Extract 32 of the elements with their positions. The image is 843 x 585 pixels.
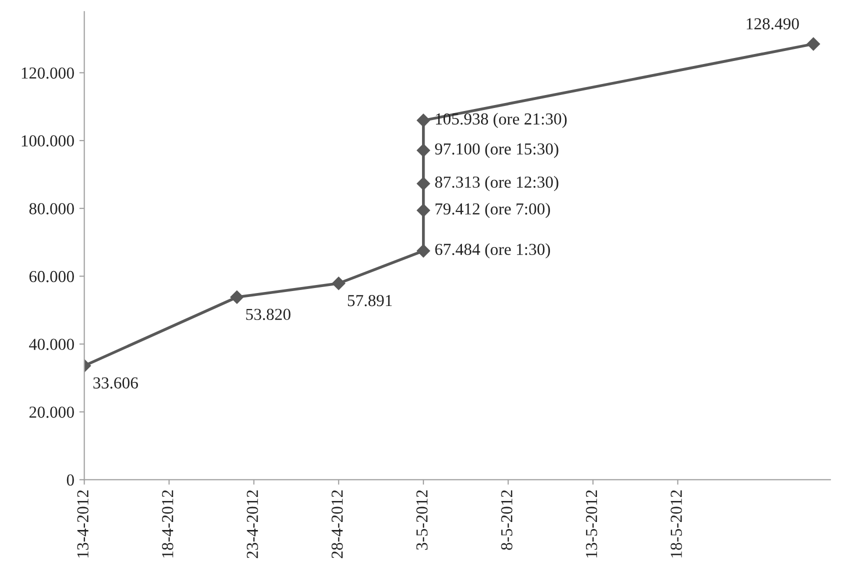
x-tick-label: 13-5-2012 <box>586 490 598 558</box>
data-label: 33.606 <box>93 377 138 389</box>
x-tick-label: 28-4-2012 <box>332 490 343 558</box>
data-label: 97.100 (ore 15:30) <box>435 142 558 158</box>
data-label: 87.313 (ore 12:30) <box>435 176 558 192</box>
data-label: 67.484 (ore 1:30) <box>435 243 550 258</box>
x-tick-label: 8-5-2012 <box>501 490 512 550</box>
point <box>332 276 346 290</box>
point <box>416 144 430 157</box>
point <box>416 114 430 128</box>
point <box>230 290 244 304</box>
y-tick-label: 20.000 <box>29 406 74 418</box>
y-tick-label: 0 <box>66 474 74 486</box>
y-tick-label: 120.000 <box>22 67 74 79</box>
y-tick-label: 80.000 <box>29 203 74 214</box>
y-tick-label: 40.000 <box>29 338 74 350</box>
data-label: 128.490 <box>746 18 799 30</box>
x-tick-label: 18-5-2012 <box>670 490 682 558</box>
x-tick-label: 23-4-2012 <box>246 490 258 558</box>
y-tick-label: 60.000 <box>29 270 74 282</box>
data-label: 57.891 <box>348 294 392 306</box>
data-label: 79.412 (ore 7:00) <box>436 202 550 218</box>
x-tick-label: 18-4-2012 <box>162 490 174 558</box>
point <box>416 244 430 258</box>
data-label: 105.938 (ore 21:30) <box>436 112 567 128</box>
point <box>806 37 820 51</box>
data-label: 53.820 <box>246 308 290 320</box>
y-tick-label: 100.000 <box>22 135 74 147</box>
point <box>416 177 430 190</box>
point <box>416 204 430 217</box>
x-tick-label: 3-5-2012 <box>416 490 428 550</box>
x-tick-label: 13-4-2012 <box>77 490 88 558</box>
